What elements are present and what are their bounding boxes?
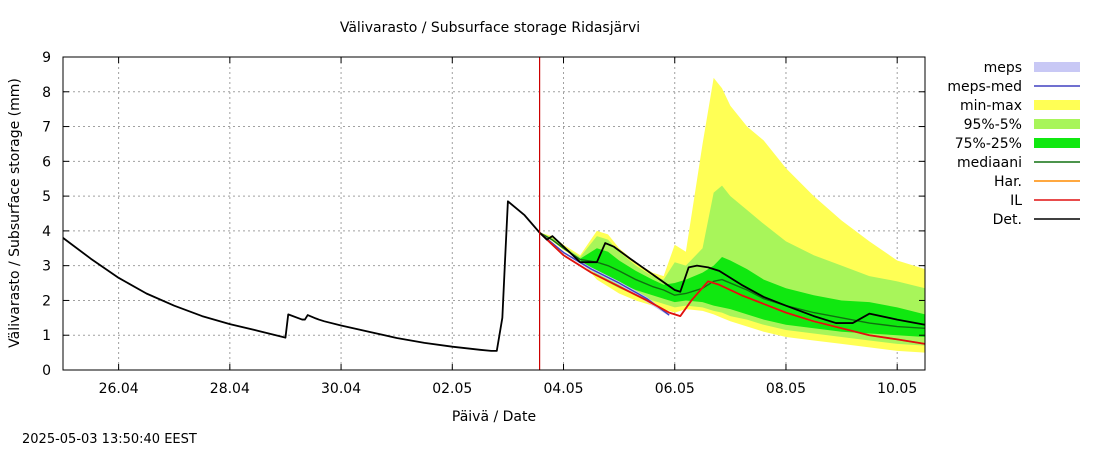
legend-label-min-max: min-max <box>960 98 1022 114</box>
band-75-25 <box>539 232 925 337</box>
x-tick-label: 06.05 <box>655 381 695 397</box>
x-tick-label: 02.05 <box>432 381 472 397</box>
x-tick-label: 04.05 <box>543 381 583 397</box>
timestamp: 2025-05-03 13:50:40 EEST <box>22 432 197 447</box>
legend: meps meps-med min-max 95%-5% 75%-25% mediaani… <box>947 60 1080 228</box>
grid <box>63 57 925 370</box>
x-tick-label: 30.04 <box>321 381 361 397</box>
legend-swatch-p95-5 <box>1034 119 1080 129</box>
series-det <box>62 200 926 352</box>
y-tick-label: 6 <box>42 154 51 170</box>
legend-label-har: Har. <box>994 174 1022 190</box>
x-axis-label: Päivä / Date <box>452 409 536 425</box>
y-tick-label: 1 <box>42 328 51 344</box>
legend-label-p95-5: 95%-5% <box>964 117 1022 133</box>
series-il <box>538 231 926 345</box>
legend-label-il: IL <box>1010 193 1022 209</box>
y-tick-label: 2 <box>42 293 51 309</box>
y-tick-label: 4 <box>42 224 51 240</box>
x-tick-label: 08.05 <box>766 381 806 397</box>
y-tick-label: 7 <box>42 120 51 136</box>
series-meps-med <box>539 232 670 316</box>
y-tick-label: 8 <box>42 85 51 101</box>
y-tick-label: 0 <box>42 363 51 379</box>
chart-title: Välivarasto / Subsurface storage Ridasjä… <box>340 20 640 36</box>
legend-label-p75-25: 75%-25% <box>955 136 1022 152</box>
legend-label-meps-med: meps-med <box>947 79 1022 95</box>
legend-label-meps: meps <box>984 60 1022 76</box>
y-tick-label: 9 <box>42 50 51 66</box>
y-tick-label: 3 <box>42 259 51 275</box>
y-tick-label: 5 <box>42 189 51 205</box>
x-tick-label: 10.05 <box>877 381 917 397</box>
plot-area <box>62 57 926 370</box>
x-tick-label: 28.04 <box>210 381 250 397</box>
legend-label-mediaani: mediaani <box>957 155 1022 171</box>
plot-frame <box>62 56 926 371</box>
x-tick-label: 26.04 <box>99 381 139 397</box>
axes: 0 1 2 3 4 5 6 7 8 9 26.04 28.04 30.04 02.05 04.05 06.05… <box>42 50 925 397</box>
legend-swatch-meps <box>1034 62 1080 72</box>
legend-label-det: Det. <box>993 212 1022 228</box>
legend-swatch-min-max <box>1034 100 1080 110</box>
legend-swatch-p75-25 <box>1034 138 1080 148</box>
y-axis-label: Välivarasto / Subsurface storage (mm) <box>7 78 23 348</box>
